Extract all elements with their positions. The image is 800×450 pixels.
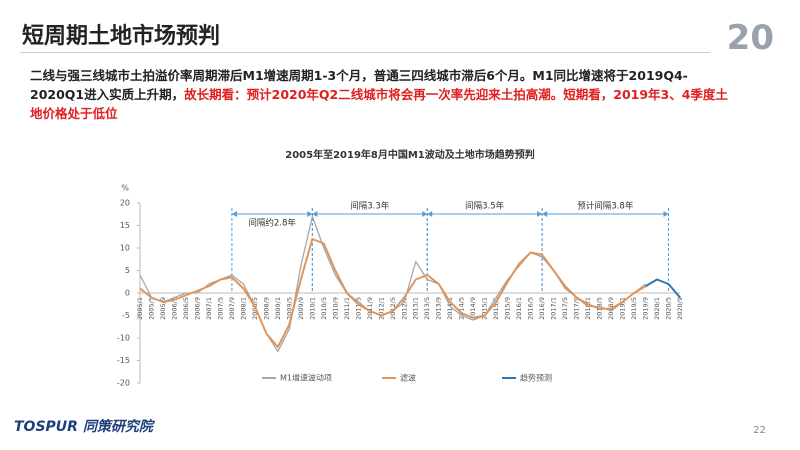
y-tick-label: 0 xyxy=(125,289,130,298)
annotation-label: 预计间隔3.8年 xyxy=(577,201,634,212)
brand-en: TOSPUR xyxy=(14,419,78,435)
y-tick-label: 20 xyxy=(120,199,130,208)
x-tick-label: 2009/1 xyxy=(274,297,282,320)
x-tick-label: 2018/1 xyxy=(584,297,592,320)
x-tick-label: 2013/5 xyxy=(423,297,431,320)
x-tick-label: 2006/9 xyxy=(193,297,201,320)
x-tick-label: 2020/9 xyxy=(676,297,684,320)
text-red: 故长期看：预计2020年Q2二线城市将会再一次率先迎来土拍高潮。短期看，2019… xyxy=(30,87,728,121)
x-tick-label: 2008/1 xyxy=(239,297,247,320)
x-tick-label: 2019/5 xyxy=(630,297,638,320)
x-tick-label: 2012/1 xyxy=(377,297,385,320)
x-tick-label: 2011/9 xyxy=(366,297,374,320)
x-tick-label: 2011/5 xyxy=(354,297,362,320)
x-tick-label: 2005/1 xyxy=(136,297,144,320)
y-tick-label: -15 xyxy=(117,356,130,365)
y-axis-label: % xyxy=(121,184,129,193)
x-tick-label: 2013/9 xyxy=(435,297,443,320)
legend-label: M1增速波动项 xyxy=(280,373,332,383)
x-tick-label: 2015/5 xyxy=(492,297,500,320)
x-tick-label: 2013/1 xyxy=(412,297,420,320)
y-tick-label: 10 xyxy=(120,244,130,253)
annotation-label: 间隔3.3年 xyxy=(350,201,390,212)
text-black: 二线与强三线城市土拍溢价率周期滞后M1增速周期1-3个月，普通三四线城市滞后6个… xyxy=(30,68,688,102)
y-tick-label: -5 xyxy=(122,311,130,320)
x-tick-label: 2017/1 xyxy=(550,297,558,320)
brand-cn: 同策研究院 xyxy=(82,419,153,435)
body-text: 二线与强三线城市土拍溢价率周期滞后M1增速周期1-3个月，普通三四线城市滞后6个… xyxy=(30,66,740,123)
brand: TOSPUR 同策研究院 xyxy=(14,416,153,436)
title-rule xyxy=(20,52,710,53)
y-tick-label: -20 xyxy=(117,379,130,388)
legend-label: 滤波 xyxy=(400,373,416,383)
page-number: 22 xyxy=(753,425,766,436)
series-line xyxy=(139,215,646,353)
y-tick-label: -10 xyxy=(117,334,130,343)
x-tick-label: 2019/9 xyxy=(642,297,650,320)
y-tick-label: 5 xyxy=(125,266,130,275)
x-tick-label: 2010/1 xyxy=(308,297,316,320)
annotation-label: 间隔约2.8年 xyxy=(248,218,296,229)
x-tick-label: 2010/9 xyxy=(331,297,339,320)
x-tick-label: 2020/5 xyxy=(665,297,673,320)
x-tick-label: 2007/5 xyxy=(216,297,224,320)
logo: 20 xyxy=(726,18,774,58)
x-tick-label: 2016/5 xyxy=(527,297,535,320)
x-tick-label: 2017/9 xyxy=(573,297,581,320)
x-tick-label: 2007/1 xyxy=(205,297,213,320)
x-tick-label: 2009/5 xyxy=(285,297,293,320)
x-tick-label: 2010/5 xyxy=(320,297,328,320)
x-tick-label: 2008/9 xyxy=(262,297,270,320)
x-tick-label: 2016/1 xyxy=(515,297,523,320)
chart-title: 2005年至2019年8月中国M1波动及土地市场趋势预判 xyxy=(285,148,535,161)
x-tick-label: 2014/5 xyxy=(458,297,466,320)
x-tick-label: 2014/9 xyxy=(469,297,477,320)
x-tick-label: 2007/9 xyxy=(228,297,236,320)
x-tick-label: 2005/5 xyxy=(147,297,155,320)
y-tick-label: 15 xyxy=(120,221,130,230)
x-tick-label: 2009/9 xyxy=(297,297,305,320)
series-line xyxy=(139,238,647,348)
annotation-label: 间隔3.5年 xyxy=(465,201,505,212)
series-line xyxy=(645,278,681,299)
x-tick-label: 2011/1 xyxy=(343,297,351,320)
x-tick-label: 2015/9 xyxy=(504,297,512,320)
x-tick-label: 2006/5 xyxy=(182,297,190,320)
x-tick-label: 2012/9 xyxy=(400,297,408,320)
x-tick-label: 2016/9 xyxy=(538,297,546,320)
slide-title: 短周期土地市场预判 xyxy=(22,24,221,49)
x-tick-label: 2014/1 xyxy=(446,297,454,320)
x-tick-label: 2017/5 xyxy=(561,297,569,320)
x-tick-label: 2012/5 xyxy=(389,297,397,320)
x-tick-label: 2019/1 xyxy=(619,297,627,320)
legend-label: 趋势预测 xyxy=(520,373,552,383)
x-tick-label: 2015/1 xyxy=(481,297,489,320)
x-tick-label: 2005/9 xyxy=(159,297,167,320)
x-tick-label: 2020/1 xyxy=(653,297,661,320)
x-tick-label: 2006/1 xyxy=(170,297,178,320)
